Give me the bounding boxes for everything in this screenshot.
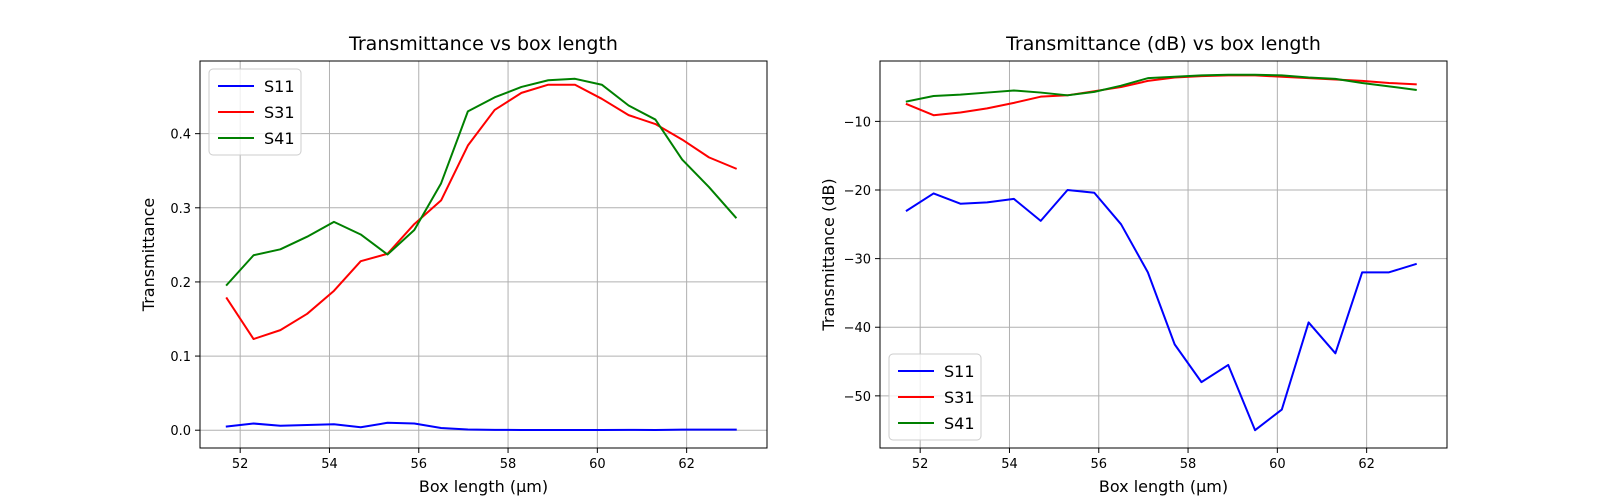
chart-panel-1: 52 54 56 58 60 62 0.0 0.1 0.2 0.3 0.4 Transmittance… (139, 33, 768, 496)
y-axis-label: Transmittance (139, 198, 158, 312)
legend-box (208, 68, 302, 156)
x-tick-label: 54 (321, 457, 338, 472)
legend: S11 S31 S41 (888, 353, 982, 441)
legend-label-s11: S11 (944, 362, 975, 381)
y-tick-label: −40 (844, 321, 871, 336)
legend-label-s31: S31 (264, 103, 295, 122)
legend: S11 S31 S41 (208, 68, 302, 156)
legend-label-s41: S41 (944, 414, 975, 433)
x-tick-label: 52 (232, 457, 249, 472)
plot-frame (879, 60, 1448, 449)
x-tick-label: 60 (589, 457, 606, 472)
y-tick-label: 0.4 (170, 128, 191, 143)
legend-box (888, 353, 982, 441)
series-line-s41 (225, 77, 738, 287)
plot-frame (199, 60, 768, 449)
chart-panel-2: 52 54 56 58 60 62 −10 −20 −30 −40 −50 Transmittance… (819, 33, 1448, 496)
y-tick-label: 0.0 (170, 424, 191, 439)
series-line-s31 (225, 83, 738, 341)
x-tick-label: 62 (1358, 457, 1375, 472)
x-tick-label: 56 (410, 457, 427, 472)
chart-title: Transmittance vs box length (348, 33, 618, 55)
series-line-s41 (905, 73, 1417, 103)
x-tick-label: 62 (678, 457, 695, 472)
y-tick-label: −20 (844, 184, 871, 199)
y-tick-label: −50 (844, 390, 871, 405)
y-tick-label: −10 (844, 115, 871, 130)
x-tick-label: 58 (500, 457, 517, 472)
y-tick-label: 0.3 (170, 202, 191, 217)
legend-label-s41: S41 (264, 129, 295, 148)
x-tick-label: 54 (1001, 457, 1018, 472)
y-tick-label: 0.2 (170, 276, 191, 291)
chart-title: Transmittance (dB) vs box length (1005, 33, 1321, 55)
x-tick-label: 56 (1090, 457, 1107, 472)
legend-label-s11: S11 (264, 77, 295, 96)
x-axis-label: Box length (μm) (419, 477, 548, 496)
series-line-s11 (225, 421, 737, 432)
series-line-s11 (905, 189, 1417, 432)
y-tick-label: −30 (844, 253, 871, 268)
x-tick-label: 60 (1269, 457, 1286, 472)
series-line-s31 (905, 74, 1417, 117)
x-axis-label: Box length (μm) (1099, 477, 1228, 496)
legend-label-s31: S31 (944, 388, 975, 407)
y-tick-label: 0.1 (170, 350, 191, 365)
x-tick-label: 52 (912, 457, 929, 472)
x-tick-label: 58 (1180, 457, 1197, 472)
y-axis-label: Transmittance (dB) (819, 178, 838, 331)
